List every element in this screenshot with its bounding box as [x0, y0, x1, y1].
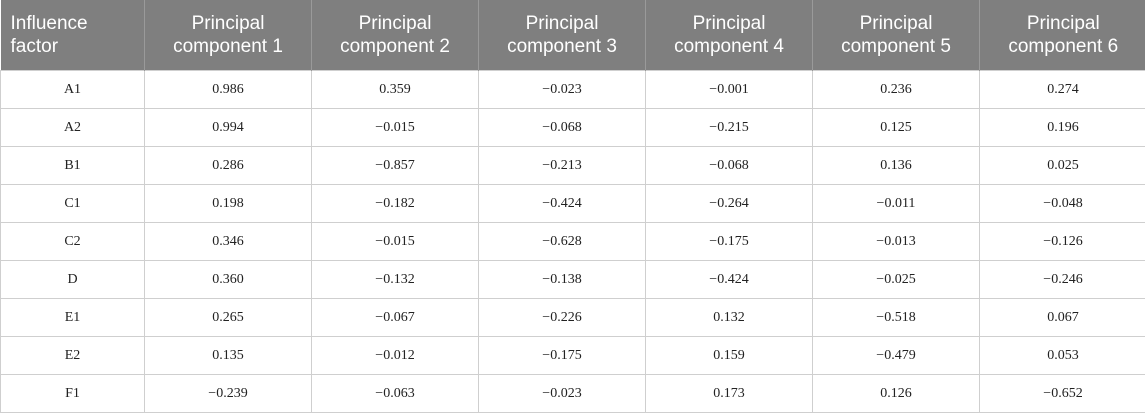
row-label: D: [0, 260, 145, 299]
table-row: A1 0.986 0.359 −0.023 −0.001 0.236 0.274: [0, 70, 1145, 109]
table-cell: 0.025: [979, 146, 1145, 185]
table-cell: −0.067: [311, 298, 479, 337]
table-cell: −0.226: [478, 298, 646, 337]
header-principal-component-2: Principal component 2: [311, 0, 479, 71]
table-cell: 0.196: [979, 108, 1145, 147]
row-label: B1: [0, 146, 145, 185]
table-cell: −0.068: [478, 108, 646, 147]
table-cell: −0.182: [311, 184, 479, 223]
table-row: E1 0.265 −0.067 −0.226 0.132 −0.518 0.06…: [0, 298, 1145, 337]
header-principal-component-4: Principal component 4: [645, 0, 813, 71]
table-cell: −0.518: [812, 298, 980, 337]
table-cell: −0.479: [812, 336, 980, 375]
table-row: F1 −0.239 −0.063 −0.023 0.173 0.126 −0.6…: [0, 374, 1145, 413]
table-cell: −0.001: [645, 70, 813, 109]
table-cell: −0.175: [478, 336, 646, 375]
table-cell: −0.215: [645, 108, 813, 147]
table-cell: −0.652: [979, 374, 1145, 413]
table-cell: 0.265: [144, 298, 312, 337]
row-label: A2: [0, 108, 145, 147]
row-label: E2: [0, 336, 145, 375]
table-cell: −0.138: [478, 260, 646, 299]
table-cell: 0.132: [645, 298, 813, 337]
table-row: E2 0.135 −0.012 −0.175 0.159 −0.479 0.05…: [0, 336, 1145, 375]
table-cell: 0.986: [144, 70, 312, 109]
table-cell: −0.048: [979, 184, 1145, 223]
table-body: A1 0.986 0.359 −0.023 −0.001 0.236 0.274…: [0, 70, 1145, 413]
table-cell: 0.198: [144, 184, 312, 223]
header-principal-component-3: Principal component 3: [478, 0, 646, 71]
table-cell: −0.012: [311, 336, 479, 375]
table-cell: −0.011: [812, 184, 980, 223]
table-cell: −0.424: [478, 184, 646, 223]
row-label: E1: [0, 298, 145, 337]
table-cell: −0.023: [478, 70, 646, 109]
header-principal-component-1: Principal component 1: [144, 0, 312, 71]
table-cell: 0.360: [144, 260, 312, 299]
table-cell: 0.286: [144, 146, 312, 185]
table-cell: −0.126: [979, 222, 1145, 261]
table-row: C2 0.346 −0.015 −0.628 −0.175 −0.013 −0.…: [0, 222, 1145, 261]
table-cell: 0.136: [812, 146, 980, 185]
table-cell: −0.239: [144, 374, 312, 413]
row-label: A1: [0, 70, 145, 109]
table-cell: −0.015: [311, 222, 479, 261]
header-influence-factor: Influence factor: [0, 0, 145, 71]
table-cell: −0.068: [645, 146, 813, 185]
table-row: A2 0.994 −0.015 −0.068 −0.215 0.125 0.19…: [0, 108, 1145, 147]
table-cell: −0.063: [311, 374, 479, 413]
table-cell: −0.175: [645, 222, 813, 261]
row-label: F1: [0, 374, 145, 413]
table-header: Influence factor Principal component 1 P…: [0, 0, 1145, 71]
table-cell: 0.236: [812, 70, 980, 109]
table-cell: 0.053: [979, 336, 1145, 375]
table-cell: 0.173: [645, 374, 813, 413]
table-cell: −0.264: [645, 184, 813, 223]
table-row: C1 0.198 −0.182 −0.424 −0.264 −0.011 −0.…: [0, 184, 1145, 223]
row-label: C2: [0, 222, 145, 261]
table-cell: −0.424: [645, 260, 813, 299]
table-row: B1 0.286 −0.857 −0.213 −0.068 0.136 0.02…: [0, 146, 1145, 185]
table-cell: −0.013: [812, 222, 980, 261]
table-cell: −0.015: [311, 108, 479, 147]
table-cell: 0.135: [144, 336, 312, 375]
table-cell: 0.346: [144, 222, 312, 261]
row-label: C1: [0, 184, 145, 223]
table-cell: 0.274: [979, 70, 1145, 109]
table-cell: 0.067: [979, 298, 1145, 337]
table-cell: 0.125: [812, 108, 980, 147]
table-cell: −0.246: [979, 260, 1145, 299]
table-cell: 0.159: [645, 336, 813, 375]
table-cell: 0.126: [812, 374, 980, 413]
table-cell: −0.023: [478, 374, 646, 413]
table-cell: −0.132: [311, 260, 479, 299]
table-cell: −0.213: [478, 146, 646, 185]
table-cell: 0.994: [144, 108, 312, 147]
table-cell: 0.359: [311, 70, 479, 109]
table-cell: −0.628: [478, 222, 646, 261]
table-cell: −0.025: [812, 260, 980, 299]
table-cell: −0.857: [311, 146, 479, 185]
header-principal-component-5: Principal component 5: [812, 0, 980, 71]
header-principal-component-6: Principal component 6: [979, 0, 1145, 71]
table-row: D 0.360 −0.132 −0.138 −0.424 −0.025 −0.2…: [0, 260, 1145, 299]
header-row: Influence factor Principal component 1 P…: [0, 0, 1145, 71]
